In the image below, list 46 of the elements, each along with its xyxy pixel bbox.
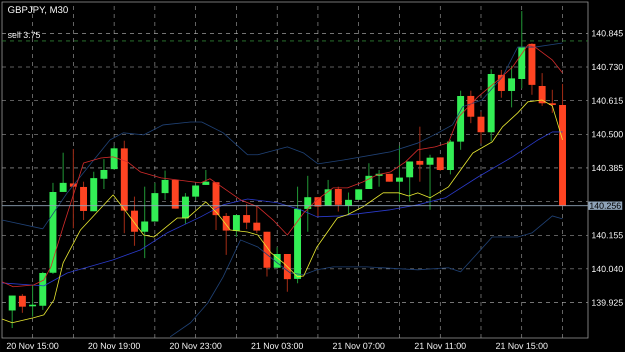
- candlestick: [467, 90, 474, 124]
- candlestick: [80, 181, 88, 221]
- candlestick: [436, 156, 444, 172]
- ref-line-label: 140.256: [590, 202, 621, 209]
- x-tick-label: 21 Nov 11:00: [414, 342, 466, 349]
- candlestick: [508, 65, 516, 108]
- x-tick-label: 21 Nov 03:00: [251, 342, 303, 349]
- x-tick-label: 20 Nov 15:00: [6, 342, 58, 349]
- candlestick: [110, 145, 118, 170]
- x-tick-label: 20 Nov 19:00: [88, 342, 140, 349]
- candlestick: [243, 203, 250, 230]
- candlestick: [498, 69, 505, 98]
- candlestick: [334, 186, 342, 212]
- candlestick: [232, 214, 240, 238]
- candlestick: [131, 196, 138, 246]
- candlestick: [141, 186, 148, 259]
- ref-line-label: sell 3.75: [8, 32, 40, 38]
- y-tick-label: 140.730: [592, 64, 623, 70]
- candlestick: [406, 160, 414, 202]
- y-tick-label: 140.155: [592, 232, 623, 238]
- y-tick-label: 140.615: [592, 98, 623, 104]
- x-tick-label: 21 Nov 15:00: [496, 342, 548, 349]
- x-tick-label: 21 Nov 07:00: [332, 342, 385, 349]
- candlestick: [28, 284, 37, 318]
- candlestick: [18, 294, 26, 314]
- candlestick: [426, 154, 434, 210]
- candlestick: [202, 169, 210, 186]
- candlestick: [538, 72, 546, 106]
- chart-title: GBPJPY, M30: [8, 6, 68, 14]
- y-tick-label: 140.040: [592, 266, 623, 272]
- candlestick: [478, 111, 484, 144]
- y-tick-label: 140.500: [592, 131, 623, 138]
- candlestick: [60, 152, 67, 192]
- y-tick-label: 140.385: [592, 164, 623, 172]
- candlestick: [345, 192, 352, 216]
- candlestick: [162, 170, 169, 200]
- candlestick: [100, 158, 108, 190]
- candlestick: [396, 145, 403, 202]
- y-tick-label: 140.845: [592, 30, 623, 36]
- candlestick: [253, 206, 260, 234]
- x-tick-label: 20 Nov 23:00: [170, 342, 222, 349]
- candlestick: [8, 295, 16, 329]
- y-tick-label: 139.925: [592, 299, 623, 306]
- candlestick: [182, 192, 189, 224]
- candlestick: [416, 126, 424, 182]
- candlestick: [192, 184, 200, 200]
